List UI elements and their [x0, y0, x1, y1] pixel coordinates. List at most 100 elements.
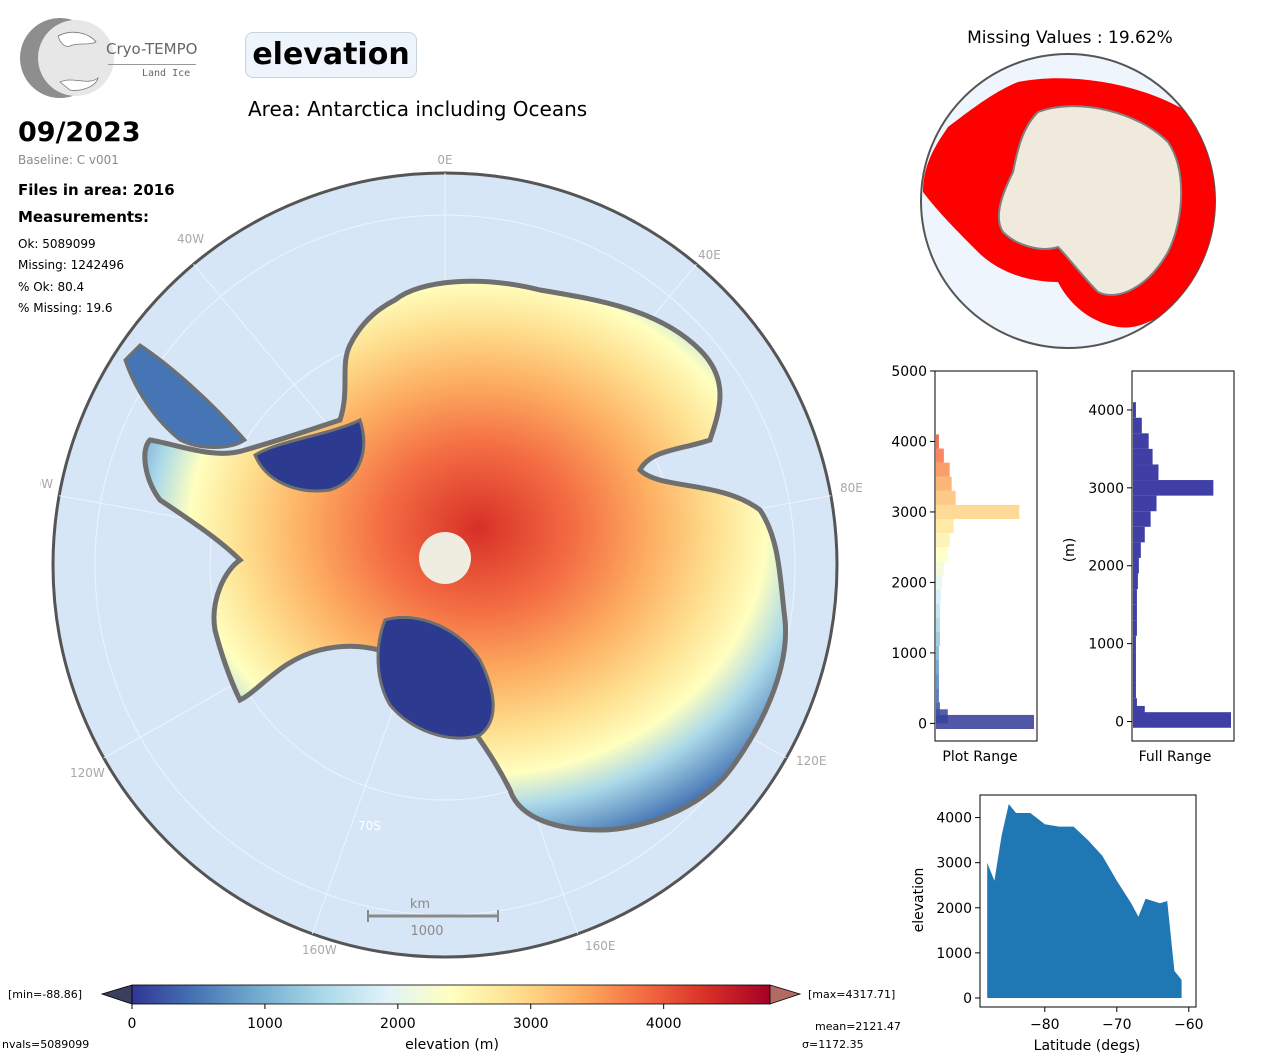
hist-bar [1133, 698, 1137, 714]
ytick-label: 4000 [891, 434, 927, 450]
hist-bar [1133, 495, 1157, 512]
ytick-label: 3000 [891, 505, 927, 521]
scalebar-unit: km [410, 897, 430, 912]
scatter-latitude-elevation: 0 1000 2000 3000 4000 −80 −70 −60 elevation Lat… [911, 794, 1204, 1054]
label-160w: 160W [302, 943, 337, 957]
scatter-xtick-label: −60 [1174, 1017, 1204, 1033]
hist1-yticks: 0 1000 2000 3000 4000 5000 [891, 364, 935, 732]
hist-bar [936, 631, 940, 646]
map-content [54, 173, 836, 941]
logo-subtitle: Land Ice [142, 68, 191, 79]
hist-bar [1133, 542, 1141, 558]
mean-text: mean=2121.47 [815, 1020, 901, 1033]
colorbar-tick-label: 1000 [247, 1016, 283, 1032]
colorbar-axis-label: elevation (m) [405, 1037, 499, 1053]
label-40e: 40E [698, 248, 721, 262]
files-text: Files in area: 2016 [18, 181, 175, 199]
scatter-xlabel: Latitude (degs) [1034, 1038, 1141, 1054]
hist-bar [1133, 402, 1136, 418]
label-80e: 80E [840, 481, 863, 495]
ytick-label: 1000 [1088, 637, 1124, 653]
scatter-ylabel: elevation [911, 868, 927, 933]
ross-region [376, 615, 495, 740]
hist-bar [936, 714, 1034, 730]
hist2-bars [1133, 402, 1231, 728]
ytick-label: 5000 [891, 364, 927, 380]
scatter-ytick-label: 4000 [936, 811, 972, 827]
hist1-frame [934, 370, 1038, 742]
hist-bar [1133, 480, 1214, 496]
hist-bar [936, 448, 944, 463]
colorbar: 0 1000 2000 3000 4000 [100, 984, 802, 1032]
scatter-ticks: 0 1000 2000 3000 4000 −80 −70 −60 [936, 811, 1203, 1033]
label-40w: 40W [177, 232, 204, 246]
missing-count: Missing: 1242496 [18, 258, 125, 272]
label-160e: 160E [585, 939, 616, 953]
hist-bar [1133, 604, 1137, 621]
hist2-yticks: 0 1000 2000 3000 4000 [1088, 403, 1132, 731]
logo-divider [108, 64, 196, 65]
colorbar-gradient [131, 984, 771, 1005]
hist-bar [936, 476, 952, 491]
hist-bar [1133, 712, 1231, 728]
label-0e: 0E [437, 153, 452, 167]
ytick-label: 3000 [1088, 481, 1124, 497]
ytick-label: 1000 [891, 646, 927, 662]
hist1-title: Plot Range [942, 749, 1017, 765]
colorbar-min-label: [min=-88.86] [8, 988, 83, 1001]
label-120w: 120W [70, 766, 105, 780]
hist-bar [1133, 557, 1139, 574]
hist-bar [936, 674, 939, 689]
ice-region [997, 105, 1183, 297]
hist-bar [936, 490, 956, 505]
hist-bar [936, 603, 940, 618]
weddell-region [253, 417, 366, 493]
hist-bar [1133, 526, 1145, 543]
scalebar-value: 1000 [410, 924, 443, 939]
date-title: 09/2023 [18, 117, 141, 148]
missing-map-title: Missing Values : 19.62% [967, 28, 1173, 48]
main-map: 0E 40E 80E 120E 160E 160W 120W 80W 40W 7… [40, 153, 863, 959]
colorbar-tick-label: 3000 [513, 1016, 549, 1032]
pct-ok: % Ok: 80.4 [18, 280, 85, 294]
hist-bar [1133, 620, 1137, 636]
logo-title: Cryo-TEMPO [106, 40, 198, 58]
scatter-ytick-label: 1000 [936, 946, 972, 962]
colorbar-max-label: [max=4317.71] [808, 988, 896, 1001]
hist-bar [936, 659, 939, 675]
scatter-frame [979, 794, 1197, 1008]
scatter-ytick-label: 3000 [936, 856, 972, 872]
hist2-ylabel: (m) [1062, 538, 1078, 563]
scatter-points [987, 804, 1182, 998]
hist-bar [936, 589, 941, 604]
colorbar-min-arrow [100, 984, 133, 1005]
sigma-text: σ=1172.35 [802, 1038, 864, 1051]
scatter-ytick-label: 0 [963, 991, 972, 1007]
hist-bar [1133, 705, 1145, 722]
colorbar-tick-label: 2000 [380, 1016, 416, 1032]
hist-bar [936, 688, 939, 703]
hist-bar [1133, 635, 1136, 652]
hist-bar [1133, 682, 1136, 699]
scatter-ytick-label: 2000 [936, 901, 972, 917]
hist-bar [1133, 511, 1151, 527]
nvals-text: nvals=5089099 [2, 1038, 90, 1051]
hist-bar [1133, 464, 1159, 481]
scale-bar: km 1000 [367, 897, 499, 939]
pct-missing: % Missing: 19.6 [18, 301, 113, 315]
ytick-label: 0 [918, 716, 927, 732]
ytick-label: 2000 [1088, 559, 1124, 575]
pole-hole [419, 532, 471, 584]
ytick-label: 2000 [891, 575, 927, 591]
hist-bar [936, 561, 944, 576]
ytick-label: 4000 [1088, 403, 1124, 419]
hist-bar [936, 504, 1020, 519]
measurements-title: Measurements: [18, 208, 149, 226]
ok-count: Ok: 5089099 [18, 237, 96, 251]
hist-bar [936, 462, 950, 477]
label-70s: 70S [358, 819, 381, 833]
hist-bar [936, 702, 940, 717]
ytick-label: 0 [1115, 715, 1124, 731]
hist-bar [936, 533, 950, 548]
hist-bar [936, 519, 954, 534]
